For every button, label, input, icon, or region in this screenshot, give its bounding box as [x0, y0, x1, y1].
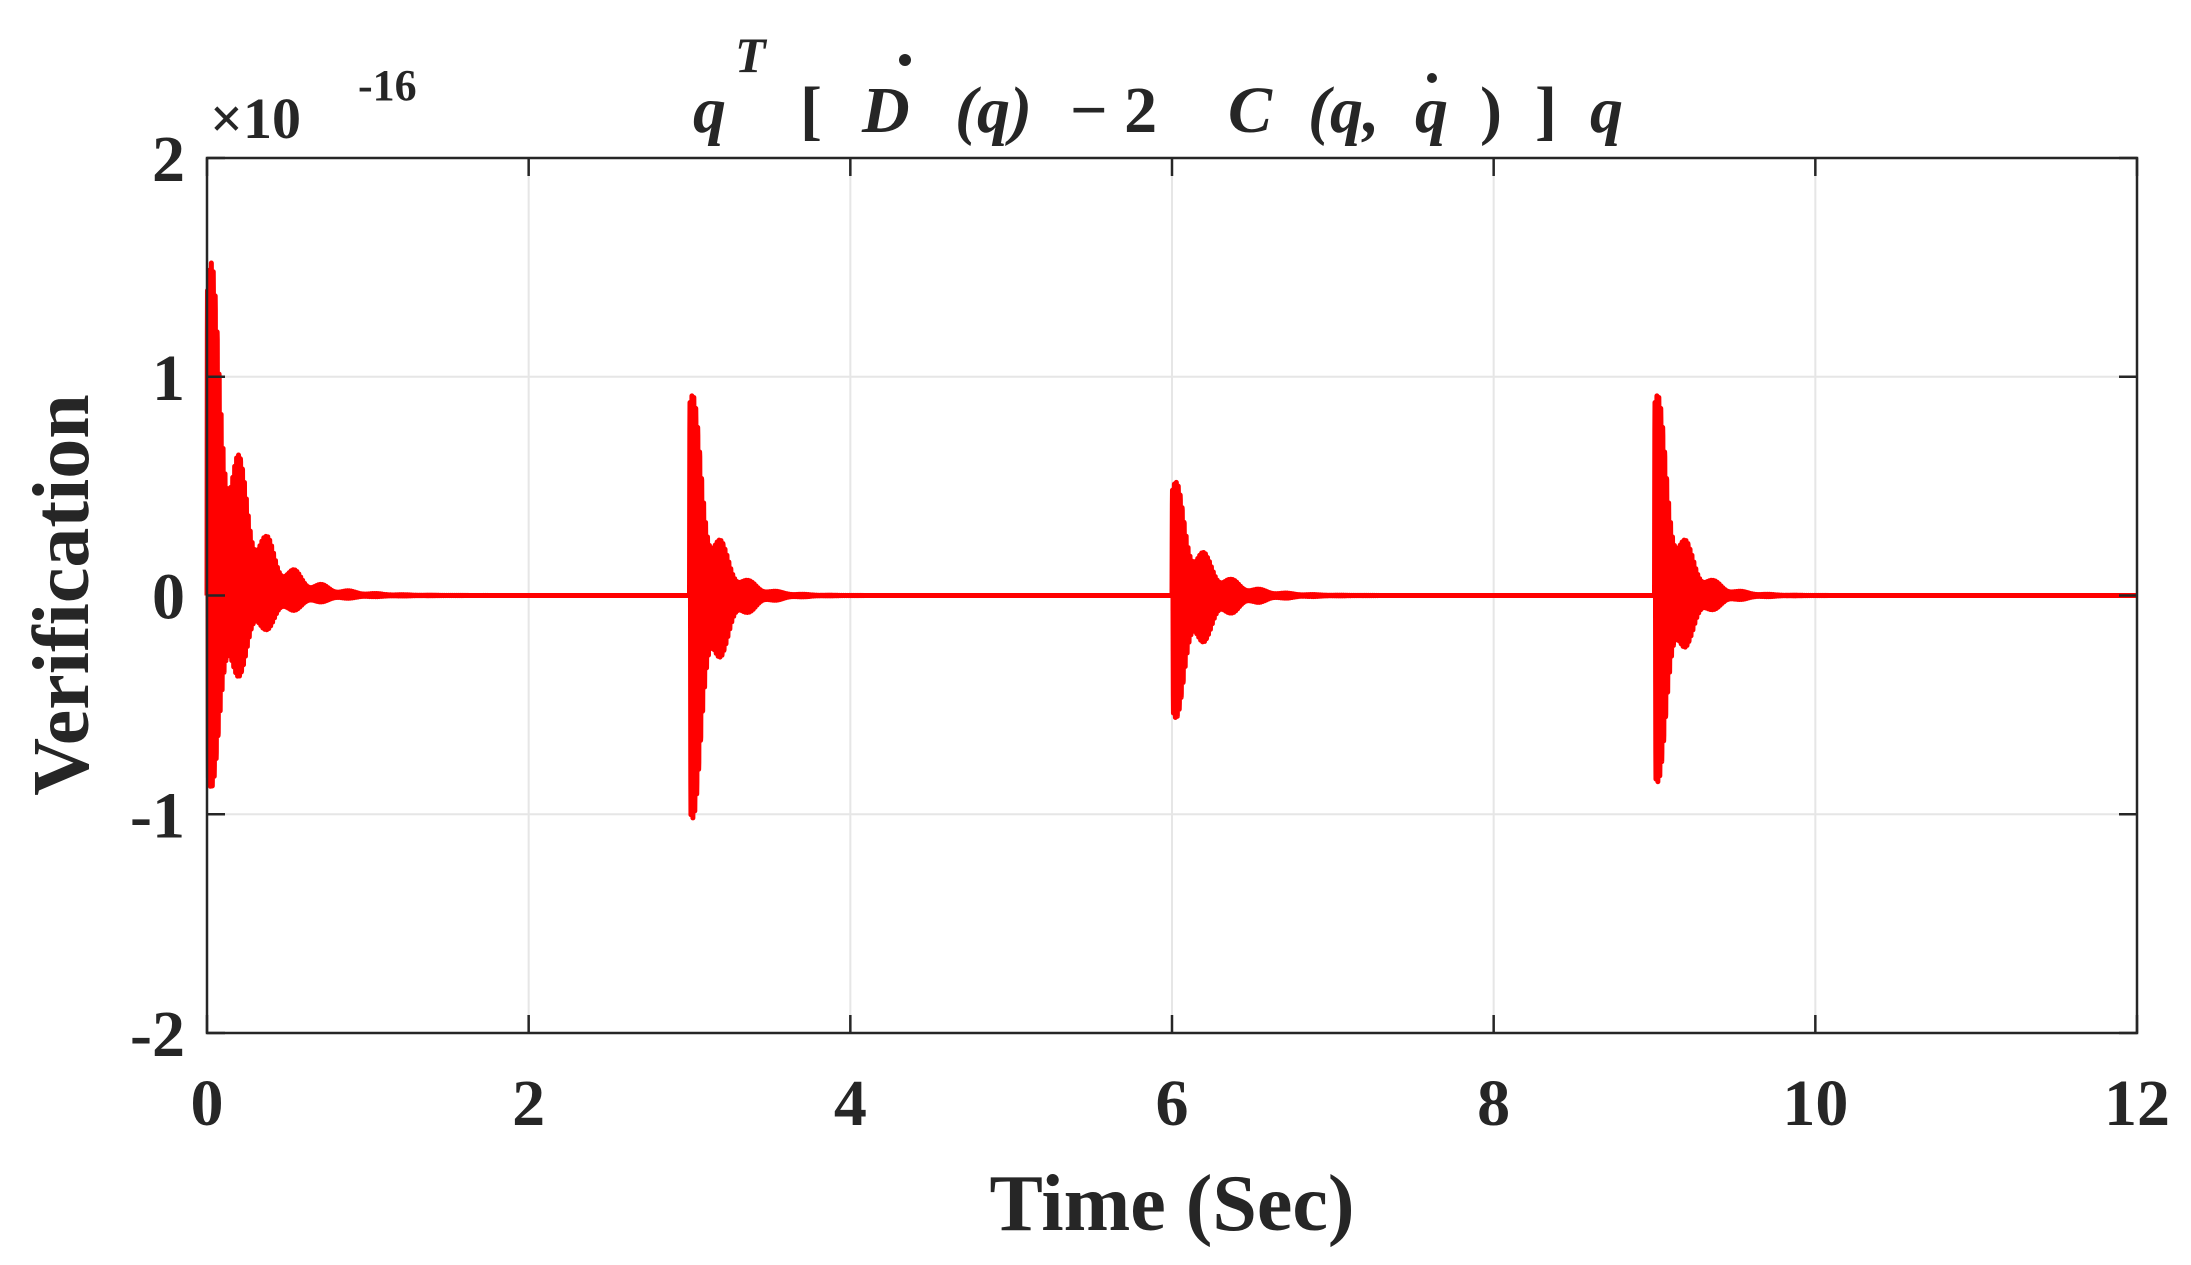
- y-axis-label: Verification: [18, 394, 106, 795]
- title-qdot-dot: [1427, 73, 1437, 83]
- x-tick-label: 2: [512, 1067, 545, 1140]
- y-tick-label: -2: [130, 998, 185, 1071]
- x-tick-label: 0: [191, 1067, 224, 1140]
- y-tick-label: 1: [152, 342, 185, 415]
- y-tick-label: 2: [152, 123, 185, 196]
- y-tick-label: 0: [152, 561, 185, 634]
- title-minus-two: − 2: [1070, 74, 1157, 147]
- chart-title: q T [ D (q) − 2 C (q, q ) ] q: [693, 27, 1623, 147]
- x-tick-label: 6: [1156, 1067, 1189, 1140]
- x-axis-label: Time (Sec): [989, 1160, 1354, 1248]
- x-tick-label: 8: [1477, 1067, 1510, 1140]
- title-paren-q: (q): [955, 74, 1032, 147]
- title-paren-open: (q,: [1308, 74, 1379, 147]
- x-tick-label: 10: [1782, 1067, 1848, 1140]
- x-tick-label: 4: [834, 1067, 867, 1140]
- exponent-base: ×10: [210, 86, 301, 151]
- title-sup-T: T: [735, 27, 768, 83]
- title-D: D: [861, 74, 910, 147]
- axis-exponent: ×10 -16: [210, 61, 417, 151]
- title-C: C: [1228, 74, 1273, 147]
- x-tick-label: 12: [2104, 1067, 2170, 1140]
- exponent-power: -16: [358, 61, 417, 110]
- title-paren-close: ): [1480, 74, 1502, 147]
- title-q2: q: [1590, 74, 1623, 147]
- title-q1: q: [693, 74, 726, 147]
- title-bracket-close: ]: [1535, 74, 1557, 147]
- title-bracket-open: [: [800, 74, 822, 147]
- title-D-dot: [899, 54, 911, 66]
- y-tick-label: -1: [130, 779, 185, 852]
- title-qdot: q: [1415, 74, 1448, 147]
- tick-marks: [205, 156, 2139, 1035]
- series-line: [204, 260, 2140, 821]
- series-layer: [204, 260, 2140, 821]
